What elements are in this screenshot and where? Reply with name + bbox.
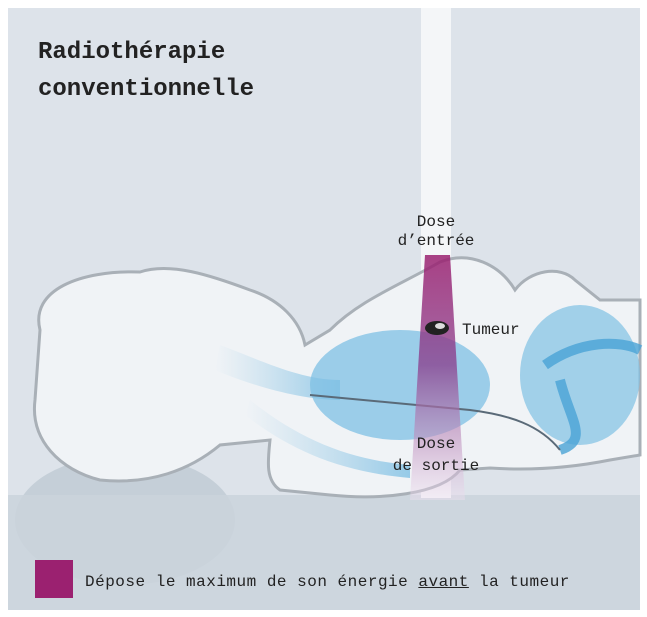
- illustration: Radiothérapie conventionnelle Dose d’ent…: [0, 0, 647, 617]
- legend-swatch: [35, 560, 73, 598]
- lung: [310, 330, 490, 440]
- title-line: Radiothérapie: [38, 39, 225, 66]
- page: Radiothérapie conventionnelle Dose d’ent…: [0, 0, 647, 617]
- legend-text: Dépose le maximum de son énergie avant l…: [85, 573, 570, 591]
- entry-dose-label: d’entrée: [398, 232, 475, 250]
- legend-emphasis: avant: [418, 573, 469, 591]
- floor-overlay: [8, 495, 640, 610]
- exit-dose-label: Dose: [417, 435, 455, 453]
- exit-dose-label: de sortie: [393, 457, 479, 475]
- entry-dose-label: Dose: [417, 213, 455, 231]
- legend-part: Dépose le maximum de son énergie: [85, 573, 418, 591]
- tumor-label: Tumeur: [462, 321, 520, 339]
- tumor-highlight: [435, 323, 445, 329]
- organ: [520, 305, 640, 445]
- title-line: conventionnelle: [38, 76, 254, 103]
- legend-part: la tumeur: [469, 573, 570, 591]
